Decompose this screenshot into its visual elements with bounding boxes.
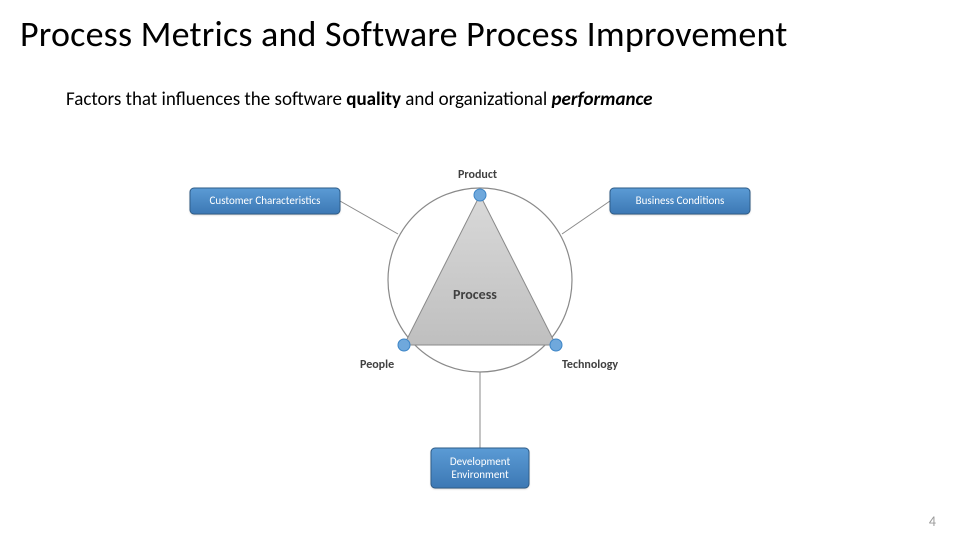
node-development-environment: Development Environment [431, 448, 529, 488]
page-title: Process Metrics and Software Process Imp… [20, 12, 940, 56]
node-business-conditions: Business Conditions [610, 188, 750, 214]
process-factors-diagram: Customer Characteristics Business Conditi… [180, 160, 780, 500]
subtitle-text: Factors that influences the software qua… [66, 88, 894, 112]
subtitle-prefix: Factors that influences the software [66, 88, 346, 111]
subtitle-mid: and organizational [401, 88, 552, 111]
node-customer-characteristics: Customer Characteristics [190, 188, 340, 214]
vertex-label-people: People [360, 358, 394, 372]
center-label-process: Process [453, 286, 497, 303]
vertex-label-technology: Technology [562, 358, 618, 372]
subtitle-bold-quality: quality [346, 88, 401, 111]
subtitle-bold-performance: performance [552, 88, 653, 111]
vertex-label-product: Product [458, 168, 497, 182]
page-number: 4 [929, 513, 936, 530]
